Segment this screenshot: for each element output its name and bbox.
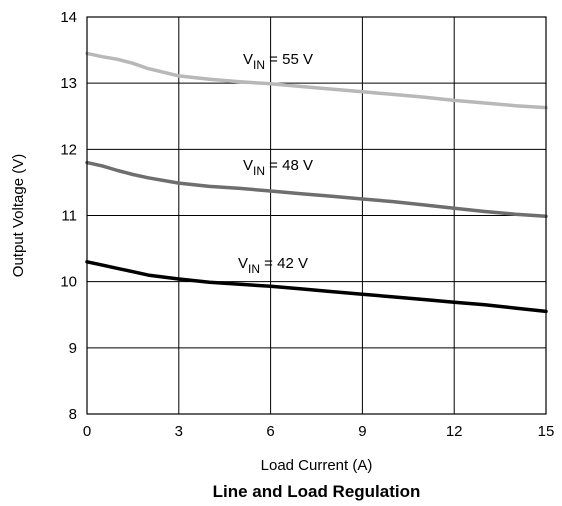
grid [87, 17, 546, 414]
y-tick-label: 9 [69, 340, 77, 357]
y-tick-label: 13 [60, 75, 77, 92]
x-axis-label: Load Current (A) [261, 457, 373, 474]
y-tick-label: 12 [60, 141, 77, 158]
x-tick-label: 12 [446, 423, 463, 440]
y-tick-label: 14 [60, 9, 77, 26]
y-tick-label: 8 [69, 406, 77, 423]
y-axis-label: Output Voltage (V) [10, 154, 27, 277]
series-label: VIN = 42 V [238, 255, 308, 276]
y-tick-label: 11 [61, 208, 77, 225]
y-tick-labels: 8 9 10 11 12 13 14 [60, 9, 77, 423]
y-tick-label: 10 [60, 274, 77, 291]
series-labels: VIN = 55 V VIN = 48 V VIN = 42 V [238, 51, 313, 276]
x-tick-label: 0 [83, 423, 91, 440]
chart-title: Line and Load Regulation [213, 482, 421, 501]
x-tick-label: 9 [358, 423, 366, 440]
series-label: VIN = 55 V [243, 51, 313, 72]
plot-area-frame [86, 16, 547, 415]
series-label: VIN = 48 V [243, 157, 313, 178]
series-line [85, 51, 548, 110]
series-lines [85, 51, 548, 314]
series-line [85, 160, 548, 218]
series-line [85, 260, 548, 314]
x-tick-label: 6 [266, 423, 274, 440]
x-tick-label: 3 [175, 423, 183, 440]
x-tick-label: 15 [538, 423, 555, 440]
x-tick-labels: 0 3 6 9 12 15 [83, 423, 555, 440]
